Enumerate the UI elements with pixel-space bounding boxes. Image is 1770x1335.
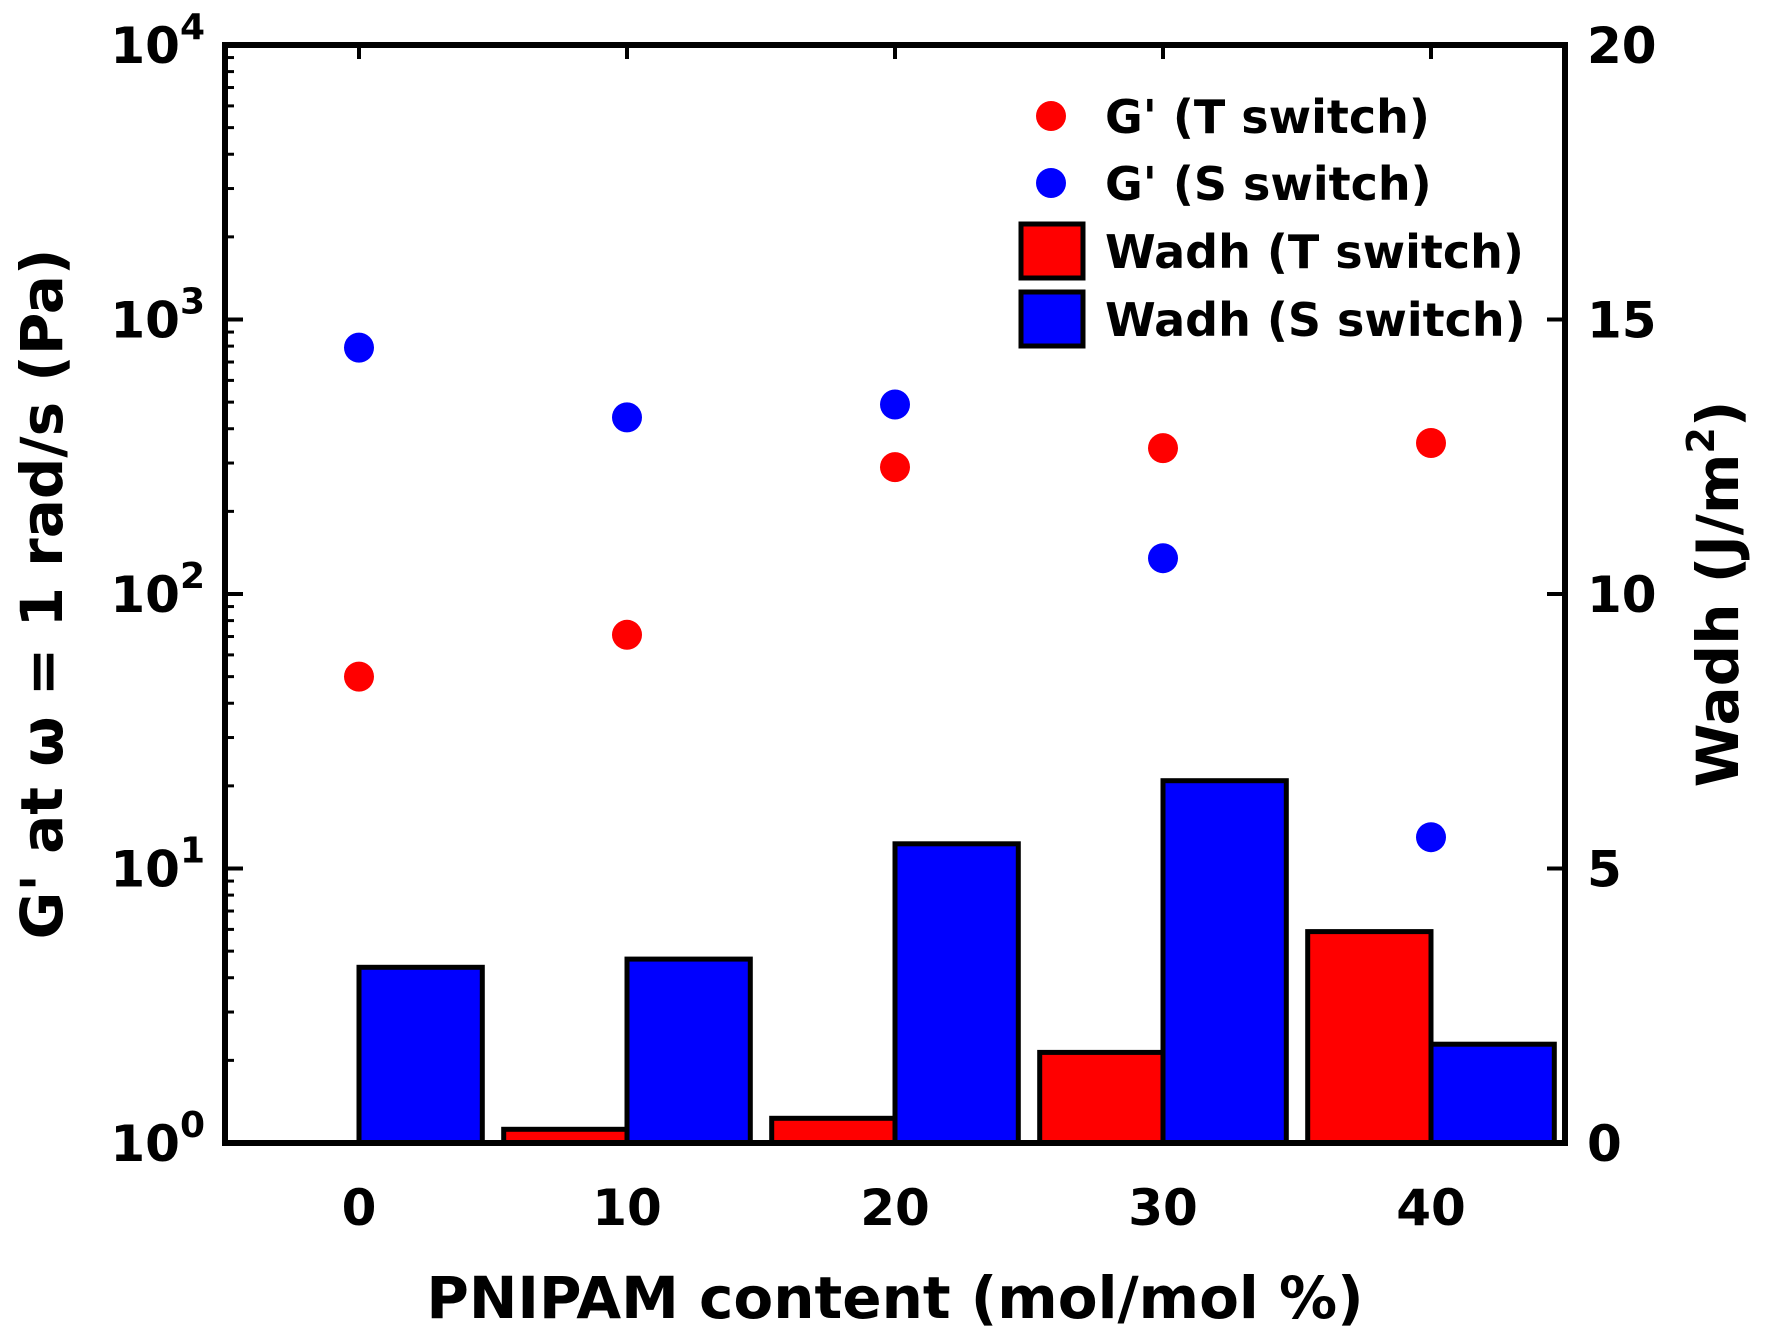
right-axis-title-end: ): [1684, 401, 1752, 428]
left-tick-label: 101: [110, 831, 205, 899]
bar-wadh-s-20: [892, 841, 1021, 1146]
bar-wadh-s-40: [1428, 1041, 1557, 1146]
right-axis-title: Wadh (J/m2): [1679, 401, 1752, 788]
bar-wadh-s-10: [624, 956, 753, 1146]
legend-marker-w-t: [1018, 221, 1086, 281]
left-tick-label: 103: [110, 282, 205, 350]
right-tick-label: 20: [1587, 17, 1657, 75]
right-tick-label: 10: [1587, 566, 1657, 624]
point-g-s-30: [1148, 543, 1178, 574]
x-tick-label: 30: [1128, 1179, 1198, 1237]
point-g-t-0: [344, 661, 374, 692]
right-axis-title-main: Wadh (J/m: [1684, 454, 1752, 788]
legend-label-w-s: Wadh (S switch): [1105, 293, 1526, 347]
ticks-layer: 0 10 20 30 40 100 101 102 103 104 0 5 10 15 20: [110, 7, 1656, 1237]
bar-wadh-t-40: [1305, 929, 1434, 1146]
point-g-s-40: [1416, 822, 1446, 853]
x-tick-label: 0: [342, 1179, 377, 1237]
point-g-t-20: [880, 452, 910, 483]
right-tick-label: 0: [1587, 1115, 1622, 1173]
bar-wadh-s-30: [1160, 778, 1289, 1146]
bar-wadh-s-0: [356, 964, 485, 1146]
right-tick-label: 5: [1587, 841, 1622, 899]
legend: G' (T switch) G' (S switch) Wadh (T swit…: [1018, 90, 1526, 349]
legend-label-g-t: G' (T switch): [1105, 90, 1430, 144]
bar-wadh-t-20: [769, 1115, 898, 1146]
left-axis-title: G' at ω = 1 rad/s (Pa): [8, 249, 76, 940]
legend-marker-w-s: [1018, 289, 1086, 349]
point-g-t-10: [612, 619, 642, 650]
x-axis-title: PNIPAM content (mol/mol %): [426, 1264, 1363, 1332]
points-layer: [344, 332, 1446, 853]
point-g-s-0: [344, 332, 374, 363]
x-tick-label: 10: [592, 1179, 662, 1237]
legend-label-w-t: Wadh (T switch): [1105, 225, 1524, 279]
right-axis-title-sup: 2: [1679, 427, 1723, 453]
x-tick-label: 40: [1396, 1179, 1466, 1237]
point-g-t-30: [1148, 433, 1178, 464]
bars-layer: [356, 778, 1557, 1146]
right-tick-label: 15: [1587, 292, 1657, 350]
left-tick-label: 104: [110, 7, 205, 75]
legend-marker-g-s: [1036, 168, 1066, 198]
legend-label-g-s: G' (S switch): [1105, 157, 1432, 211]
left-tick-label: 102: [110, 556, 205, 624]
bar-wadh-t-30: [1037, 1049, 1166, 1146]
legend-marker-g-t: [1036, 101, 1066, 131]
x-tick-label: 20: [860, 1179, 930, 1237]
point-g-s-10: [612, 402, 642, 433]
point-g-t-40: [1416, 428, 1446, 458]
point-g-s-20: [880, 389, 910, 420]
left-tick-label: 100: [110, 1105, 205, 1173]
